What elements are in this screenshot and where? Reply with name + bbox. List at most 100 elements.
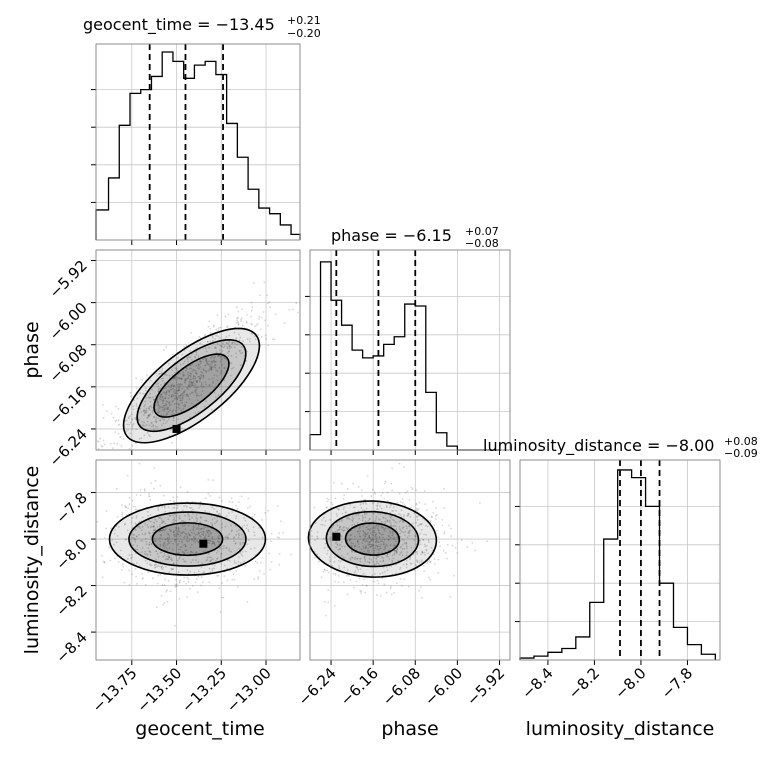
sample-point [187,512,189,515]
sample-point [168,556,171,558]
sample-point [192,382,195,384]
sample-point [174,578,177,581]
sample-point [157,574,159,577]
sample-point [121,568,123,571]
sample-point [159,484,162,487]
sample-point [352,482,354,485]
sample-point [145,423,148,426]
sample-point [374,547,377,549]
sample-point [144,550,147,553]
sample-point [163,404,165,407]
panel-phase-vs-luminosity-distance: −6.24−6.16−6.08−6.00−5.92 [295,459,511,709]
sample-point [160,518,163,520]
sample-point [160,566,163,569]
sample-point [226,535,229,537]
sample-point [211,336,214,339]
sample-point [235,533,238,536]
sample-point [150,482,152,484]
sample-point [190,391,193,394]
sample-point [333,560,336,563]
sample-point [263,573,265,575]
sample-point [414,534,417,537]
sample-point [224,525,227,528]
sample-point [230,355,233,357]
sample-point [144,412,146,415]
sample-point [392,537,395,540]
sample-point [172,514,175,517]
sample-point [163,602,166,604]
sample-point [178,540,181,543]
sample-point [213,324,215,327]
sample-point [364,560,366,563]
sample-point [134,508,137,511]
sample-point [375,515,378,518]
sample-point [126,474,129,477]
sample-point [203,364,206,367]
panel-geocent-time-vs-luminosity-distance: −13.75−13.50−13.25−13.00−7.8−8.0−8.2−8.4 [52,459,301,716]
sample-point [230,550,233,553]
sample-point [401,498,404,500]
sample-point [148,397,151,399]
sample-point [402,563,405,566]
sample-point [202,375,205,378]
sample-point [179,548,182,551]
sample-point [415,509,417,512]
sample-point [186,358,189,361]
sample-point [195,394,198,397]
sample-point [339,560,342,563]
sample-point [346,569,349,572]
sample-point [177,389,180,392]
sample-point [365,507,368,510]
sample-point [183,553,186,555]
sample-point [159,396,162,399]
sample-point [143,434,146,437]
sample-point [185,532,188,535]
sample-point [336,530,339,532]
sample-point [373,491,376,494]
sample-point [162,406,165,409]
sample-point [162,399,165,402]
sample-point [172,409,174,412]
sample-point [189,367,191,370]
sample-point [350,550,353,553]
sample-point [131,419,134,421]
sample-point [189,350,192,352]
sample-point [190,372,193,375]
sample-point [401,538,404,541]
sample-point [197,363,200,366]
sample-point [361,514,364,517]
sample-point [168,537,171,539]
sample-point [208,384,211,386]
sample-point [372,547,375,550]
sample-point [204,526,207,528]
sample-point [234,542,237,545]
sample-point [198,506,200,509]
sample-point [139,494,142,497]
sample-point [201,390,204,392]
sample-point [208,363,210,366]
sample-point [175,526,177,529]
sample-point [405,545,408,548]
sample-point [215,328,218,331]
sample-point [169,429,172,431]
sample-point [192,377,194,380]
sample-point [208,530,210,532]
sample-point [217,540,220,543]
sample-point [145,543,148,545]
sample-point [167,533,170,536]
sample-point [311,535,313,537]
sample-point [205,530,208,533]
sample-point [176,559,179,562]
sample-point [175,402,178,405]
sample-point [358,527,361,530]
sample-point [188,380,191,383]
sample-point [131,499,134,502]
sample-point [385,555,388,558]
sample-point [338,526,341,528]
sample-point [233,342,236,344]
sample-point [127,417,130,420]
sample-point [389,544,392,546]
sample-point [172,385,175,388]
sample-point [198,534,201,537]
sample-point [158,411,161,413]
